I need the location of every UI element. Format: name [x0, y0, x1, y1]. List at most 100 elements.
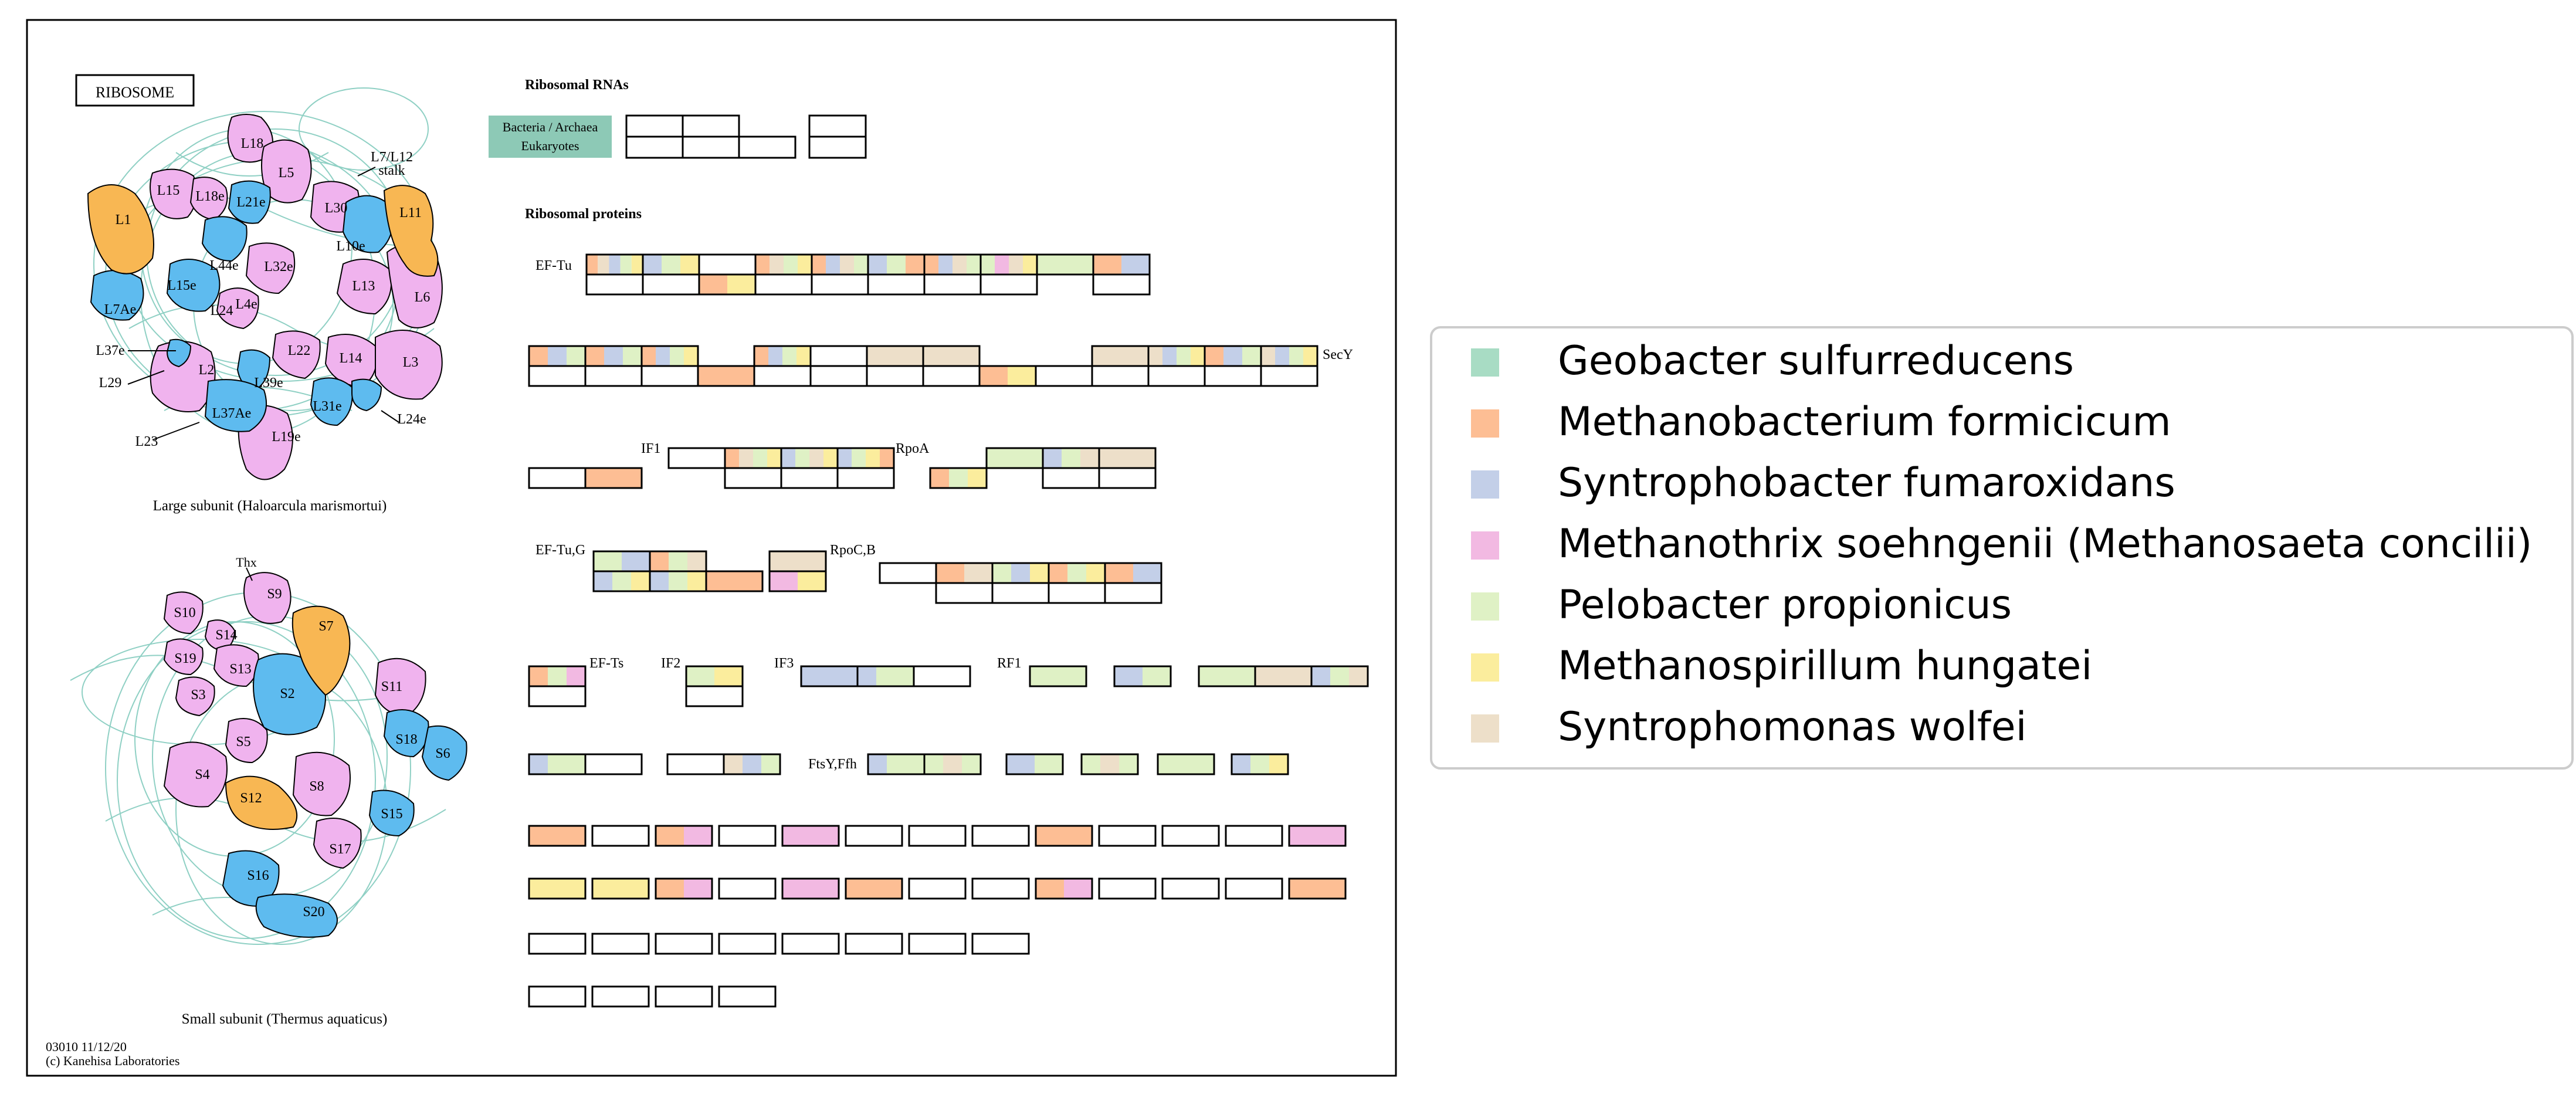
gene-box[interactable] [655, 877, 713, 900]
gene-box[interactable] [836, 447, 895, 469]
gene-box[interactable] [1098, 467, 1157, 489]
gene-box[interactable] [1098, 825, 1157, 847]
gene-box[interactable] [1092, 253, 1151, 276]
gene-box[interactable] [1225, 825, 1283, 847]
gene-box[interactable] [811, 253, 869, 276]
gene-box[interactable] [705, 570, 764, 592]
gene-box[interactable] [584, 467, 643, 489]
gene-box[interactable] [985, 447, 1044, 469]
gene-box[interactable] [1161, 877, 1220, 900]
gene-box[interactable] [585, 253, 644, 276]
gene-box[interactable] [1036, 253, 1094, 276]
gene-box[interactable] [1104, 582, 1162, 604]
gene-box[interactable] [1254, 665, 1313, 687]
gene-box[interactable] [528, 685, 587, 707]
gene-box[interactable] [1080, 753, 1139, 775]
gene-box[interactable] [753, 345, 812, 367]
gene-box[interactable] [1288, 825, 1347, 847]
gene-box[interactable] [1029, 665, 1087, 687]
gene-box[interactable] [528, 825, 587, 847]
gene-box[interactable] [929, 467, 988, 489]
gene-box[interactable] [642, 253, 700, 276]
gene-box[interactable] [971, 877, 1030, 900]
gene-box[interactable] [913, 665, 971, 687]
gene-box[interactable] [1104, 562, 1162, 584]
gene-box[interactable] [698, 273, 757, 296]
gene-box[interactable] [991, 562, 1050, 584]
gene-box[interactable] [908, 825, 967, 847]
gene-box[interactable] [718, 933, 777, 955]
gene-box[interactable] [1260, 345, 1318, 367]
gene-box[interactable] [836, 467, 895, 489]
gene-box[interactable] [697, 365, 755, 387]
gene-box[interactable] [685, 685, 744, 707]
gene-box[interactable] [908, 933, 967, 955]
gene-box[interactable] [1147, 345, 1206, 367]
gene-box[interactable] [781, 825, 840, 847]
gene-box[interactable] [1098, 877, 1157, 900]
gene-box[interactable] [528, 933, 587, 955]
gene-box[interactable] [978, 365, 1037, 387]
gene-box[interactable] [1035, 877, 1093, 900]
gene-box[interactable] [923, 753, 982, 775]
gene-box[interactable] [591, 877, 650, 900]
gene-box[interactable] [1098, 447, 1157, 469]
gene-box[interactable] [718, 985, 777, 1008]
gene-box[interactable] [655, 985, 713, 1008]
gene-box[interactable] [584, 345, 643, 367]
gene-box[interactable] [528, 345, 587, 367]
gene-box[interactable] [923, 253, 982, 276]
gene-box[interactable] [1091, 345, 1150, 367]
gene-box[interactable] [768, 550, 827, 572]
gene-box[interactable] [685, 665, 744, 687]
gene-box[interactable] [591, 933, 650, 955]
gene-box[interactable] [1260, 365, 1318, 387]
gene-box[interactable] [718, 825, 777, 847]
gene-box[interactable] [649, 550, 707, 572]
gene-box[interactable] [1310, 665, 1369, 687]
gene-box[interactable] [845, 825, 903, 847]
gene-box[interactable] [1048, 562, 1106, 584]
gene-box[interactable] [979, 253, 1038, 276]
gene-box[interactable] [1225, 877, 1283, 900]
gene-box[interactable] [1092, 273, 1151, 296]
gene-box[interactable] [800, 665, 859, 687]
gene-box[interactable] [528, 665, 587, 687]
gene-box[interactable] [724, 447, 782, 469]
gene-box[interactable] [528, 985, 587, 1008]
gene-box[interactable] [655, 933, 713, 955]
gene-box[interactable] [1231, 753, 1289, 775]
gene-box[interactable] [867, 253, 926, 276]
gene-box[interactable] [1288, 877, 1347, 900]
gene-box[interactable] [845, 933, 903, 955]
gene-box[interactable] [649, 570, 707, 592]
gene-box[interactable] [971, 933, 1030, 955]
gene-box[interactable] [1157, 753, 1215, 775]
gene-box[interactable] [867, 753, 926, 775]
gene-box[interactable] [935, 562, 994, 584]
gene-box[interactable] [922, 345, 981, 367]
gene-box[interactable] [1161, 825, 1220, 847]
gene-box[interactable] [908, 877, 967, 900]
gene-box[interactable] [754, 253, 813, 276]
gene-box[interactable] [723, 753, 781, 775]
gene-box[interactable] [780, 447, 839, 469]
gene-box[interactable] [866, 345, 924, 367]
gene-box[interactable] [781, 877, 840, 900]
gene-box[interactable] [640, 345, 699, 367]
gene-box[interactable] [1198, 665, 1256, 687]
gene-box[interactable] [1204, 345, 1262, 367]
gene-box[interactable] [1113, 665, 1172, 687]
gene-box[interactable] [591, 825, 650, 847]
gene-box[interactable] [655, 825, 713, 847]
gene-box[interactable] [528, 753, 587, 775]
gene-box[interactable] [718, 877, 777, 900]
gene-box[interactable] [584, 753, 643, 775]
gene-box[interactable] [1042, 447, 1100, 469]
gene-box[interactable] [856, 665, 915, 687]
gene-box[interactable] [528, 877, 587, 900]
gene-box[interactable] [592, 570, 651, 592]
gene-box[interactable] [768, 570, 827, 592]
gene-box[interactable] [971, 825, 1030, 847]
gene-box[interactable] [1035, 825, 1093, 847]
